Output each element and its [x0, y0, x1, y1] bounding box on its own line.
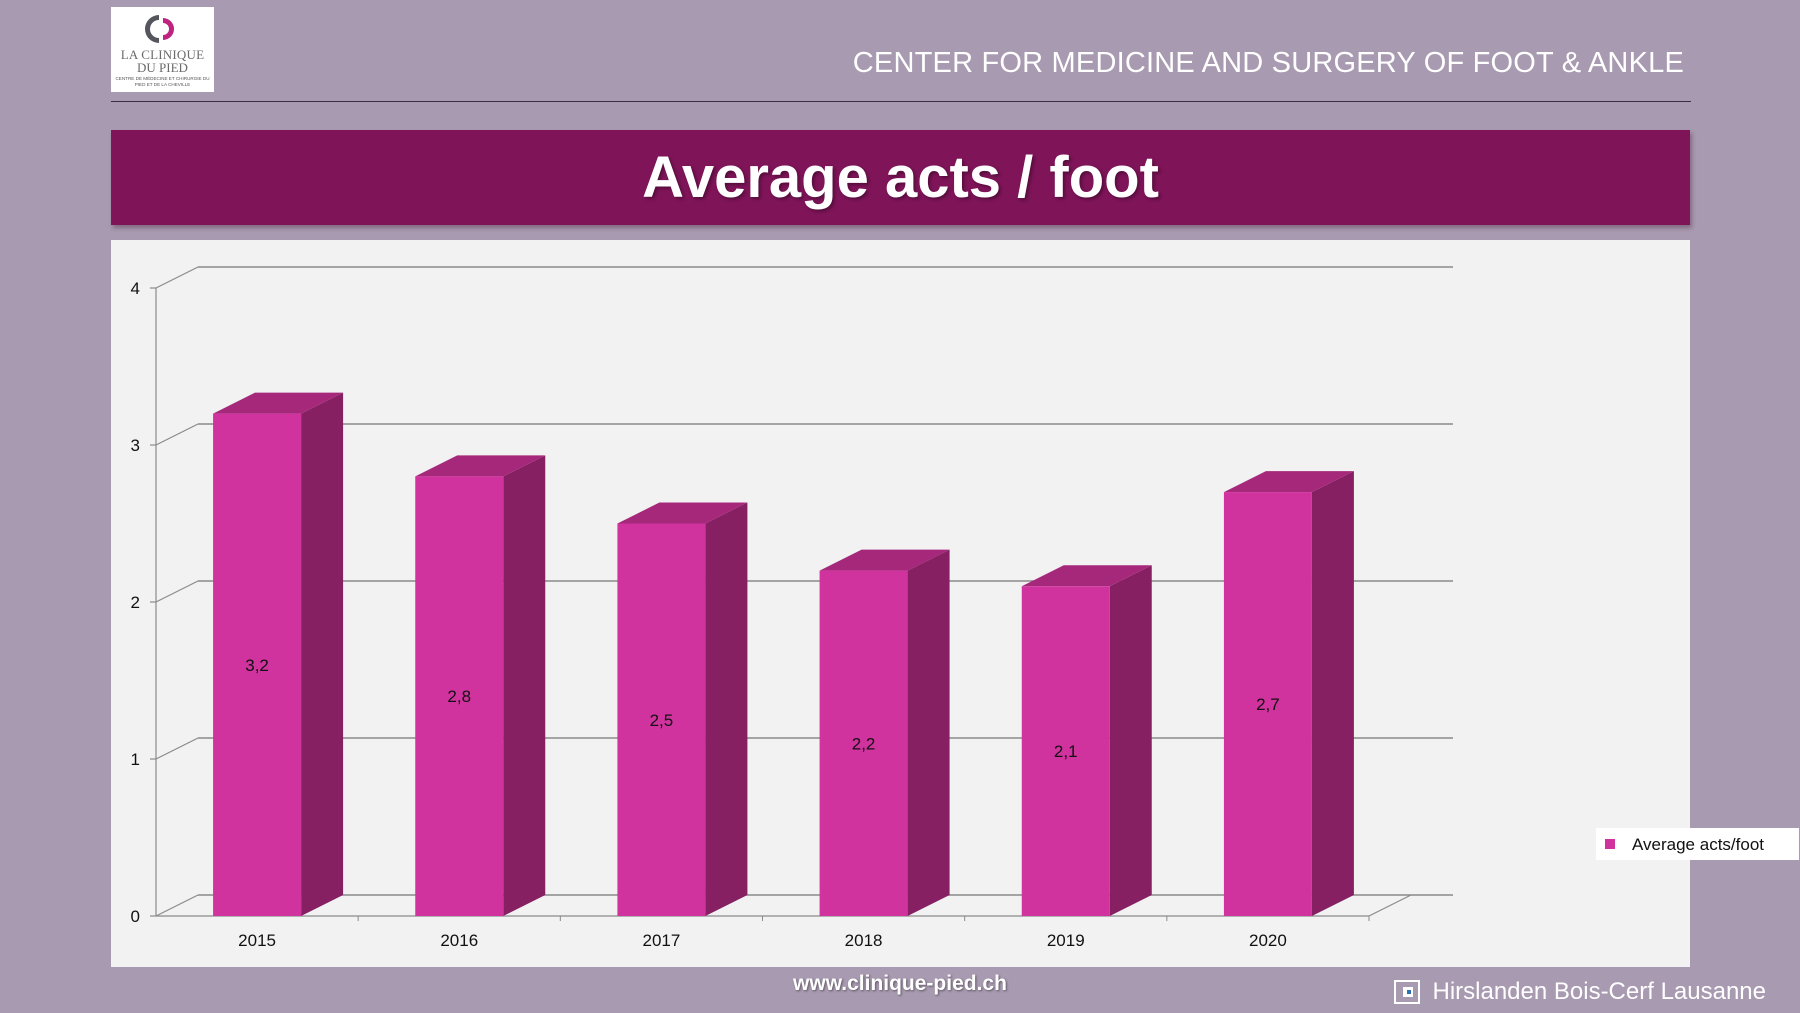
y-tick-label: 1 [131, 750, 140, 769]
x-tick-label: 2019 [1047, 931, 1085, 950]
bar-side [907, 549, 950, 916]
bar-top [617, 502, 748, 524]
y-tick-label: 2 [131, 593, 140, 612]
data-label: 2,1 [1054, 742, 1078, 761]
gridline-connector [155, 580, 199, 603]
x-tick-label: 2020 [1249, 931, 1287, 950]
y-tick-label: 4 [131, 279, 140, 298]
legend-swatch [1605, 839, 1615, 849]
title-banner: Average acts / foot [111, 130, 1690, 225]
bar-side [1109, 565, 1152, 916]
footer-brand: Hirslanden Bois-Cerf Lausanne [1394, 978, 1766, 1006]
chart-legend: Average acts/foot [1596, 828, 1799, 860]
y-tick-label: 0 [131, 907, 140, 926]
footer-brand-name: Hirslanden Bois-Cerf Lausanne [1432, 978, 1766, 1005]
chart-panel: 0 1 2 3 4 3,2 2015 2,8 2016 2,5 2017 2,2 2018 2,1 2019… [111, 240, 1799, 967]
slide-title: Average acts / foot [642, 145, 1159, 210]
data-label: 3,2 [245, 656, 269, 675]
data-label: 2,2 [852, 734, 876, 753]
gridline-connector [155, 737, 199, 760]
header-divider [111, 101, 1691, 102]
bar-side [1311, 471, 1354, 916]
data-label: 2,5 [650, 711, 674, 730]
logo-subtitle: Centre de médecine et chirurgie du pied … [115, 76, 210, 87]
bar-side [705, 502, 748, 916]
bar [213, 413, 302, 916]
x-axis-corner [1368, 894, 1412, 917]
logo-line-2: DU PIED [137, 60, 188, 75]
gridline-connector [155, 894, 199, 917]
gridline-connector [155, 423, 199, 446]
logo-line-1: LA CLINIQUE [120, 47, 205, 62]
bar-side [301, 392, 344, 917]
x-tick-label: 2017 [643, 931, 681, 950]
bar [819, 570, 908, 916]
gridline-connector [155, 266, 199, 289]
clinic-logo: LA CLINIQUE DU PIED Centre de médecine e… [111, 7, 214, 92]
legend-label: Average acts/foot [1632, 835, 1764, 854]
bar-side [503, 455, 546, 916]
bar-top [415, 455, 546, 477]
clinic-logo-mark-icon [145, 15, 174, 43]
hirslanden-logo-icon [1394, 980, 1421, 1004]
data-label: 2,8 [447, 687, 471, 706]
bar-top [819, 549, 950, 571]
bar-top [1021, 565, 1152, 587]
bar-top [1223, 471, 1354, 493]
x-tick-label: 2018 [845, 931, 883, 950]
bar [1021, 586, 1110, 916]
bar [1223, 492, 1312, 916]
y-tick-label: 3 [131, 436, 140, 455]
bar-chart: 0 1 2 3 4 3,2 2015 2,8 2016 2,5 2017 2,2 2018 2,1 2019… [131, 266, 1453, 950]
bar-top [213, 392, 344, 414]
x-tick-label: 2015 [238, 931, 276, 950]
x-tick-label: 2016 [440, 931, 478, 950]
bar [415, 476, 504, 916]
footer-website-link[interactable]: www.clinique-pied.ch [793, 972, 1007, 995]
header-title: CENTER FOR MEDICINE AND SURGERY OF FOOT … [852, 47, 1684, 79]
data-label: 2,7 [1256, 695, 1280, 714]
bar [617, 523, 706, 916]
